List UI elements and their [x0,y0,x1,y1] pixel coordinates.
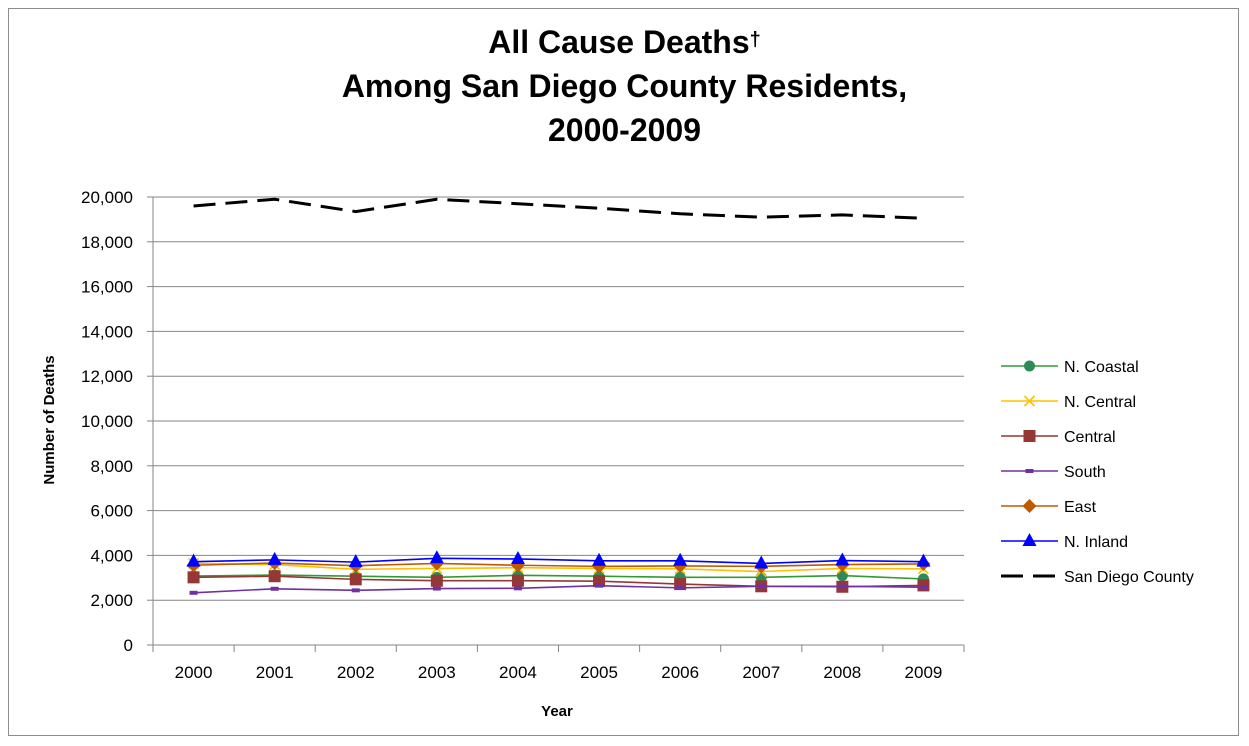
legend-item-san-diego-county: San Diego County [1001,569,1194,586]
y-tick-label: 16,000 [81,278,133,297]
legend-label-east: East [1064,499,1097,516]
data-point-south [270,586,279,591]
x-tick-label: 2009 [905,663,943,682]
data-point-n-inland [673,552,688,566]
plot-series [186,197,931,595]
data-point-south [432,586,441,591]
legend-marker-n-central-stroke [1023,395,1036,407]
title-line-2: Among San Diego County Residents, [341,68,908,104]
series-line-central [193,575,924,588]
series-line-south [193,584,924,594]
data-point-central [511,574,524,587]
axes [147,196,965,652]
legend-item-south: South [1001,464,1106,481]
x-axis-title: Year [541,703,573,720]
legend-item-central: Central [1001,429,1116,446]
legend-marker-east [1022,499,1037,513]
data-point-n-inland [429,550,444,564]
title-dagger: † [749,29,761,51]
chart-frame [8,8,1239,736]
legend-marker-n-coastal [1024,360,1035,372]
legend-label-central: Central [1064,429,1116,446]
series-line-n-coastal [193,574,924,580]
y-tick-label: 10,000 [81,412,133,431]
data-point-central [268,570,281,583]
legend-label-south: South [1064,464,1106,481]
series-south [189,583,928,595]
y-tick-label: 4,000 [90,546,133,565]
data-point-n-inland [835,552,850,566]
series-east [186,556,931,574]
data-point-central [187,571,200,584]
y-tick-label: 2,000 [90,591,133,610]
x-tick-labels: 2000 2001 2002 2003 2004 2005 2006 2007 2008 2009 [175,663,943,682]
y-tick-label: 18,000 [81,233,133,252]
y-tick-label: 12,000 [81,367,133,386]
data-point-south [351,588,360,593]
series-san-diego-county [193,197,924,220]
legend-label-n-inland: N. Inland [1064,534,1128,551]
legend-marker-n-central [1023,395,1036,407]
data-point-south [919,585,928,590]
data-point-n-inland [186,553,201,567]
x-tick-label: 2007 [742,663,780,682]
data-point-n-inland [267,551,282,565]
legend-marker-n-inland [1022,533,1037,546]
x-tick-label: 2003 [418,663,456,682]
y-tick-labels: 0 2,000 4,000 6,000 8,000 10,000 12,000 14,000 1… [81,188,133,655]
data-point-south [676,585,685,590]
legend-item-n-central: N. Central [1001,394,1136,411]
x-tick-label: 2004 [499,663,537,682]
series-line-san-diego-county [193,197,924,220]
data-point-south [757,584,766,589]
y-tick-label: 6,000 [90,502,133,521]
x-tick-label: 2002 [337,663,375,682]
legend-label-n-central: N. Central [1064,394,1136,411]
legend-marker-central [1023,430,1036,442]
legend-label-san-diego-county: San Diego County [1064,569,1194,586]
x-tick-label: 2008 [823,663,861,682]
x-tick-label: 2001 [256,663,294,682]
data-point-central [430,574,443,587]
y-axis-title: Number of Deaths [41,355,58,484]
data-point-n-inland [348,554,363,568]
series-line-east [193,562,924,568]
data-point-south [189,590,198,595]
data-point-south [838,584,847,589]
legend-item-n-coastal: N. Coastal [1001,359,1139,376]
y-tick-label: 14,000 [81,322,133,341]
series-line-n-inland [193,557,924,565]
data-point-south [513,586,522,591]
legend: N. Coastal N. Central Central South East N. I… [1001,359,1194,586]
data-point-central [349,573,362,586]
data-point-n-inland [510,550,525,564]
gridlines [153,196,964,601]
legend-item-n-inland: N. Inland [1001,533,1128,551]
x-tick-label: 2005 [580,663,618,682]
title-line-1: All Cause Deaths [488,24,750,60]
legend-marker-south [1025,469,1034,473]
title-line-3: 2000-2009 [547,112,702,148]
series-n-inland [186,550,931,569]
data-point-n-inland [754,555,769,569]
chart-title: All Cause Deaths† Among San Diego County… [0,20,1249,152]
x-tick-label: 2000 [175,663,213,682]
y-tick-label: 8,000 [90,457,133,476]
y-tick-label: 20,000 [81,188,133,207]
legend-item-east: East [1001,499,1097,516]
y-tick-label: 0 [124,636,133,655]
data-point-south [595,583,604,588]
data-point-n-inland [916,553,931,567]
legend-label-n-coastal: N. Coastal [1064,359,1139,376]
data-point-n-inland [592,552,607,566]
series-line-n-central [193,562,924,573]
x-tick-label: 2006 [661,663,699,682]
